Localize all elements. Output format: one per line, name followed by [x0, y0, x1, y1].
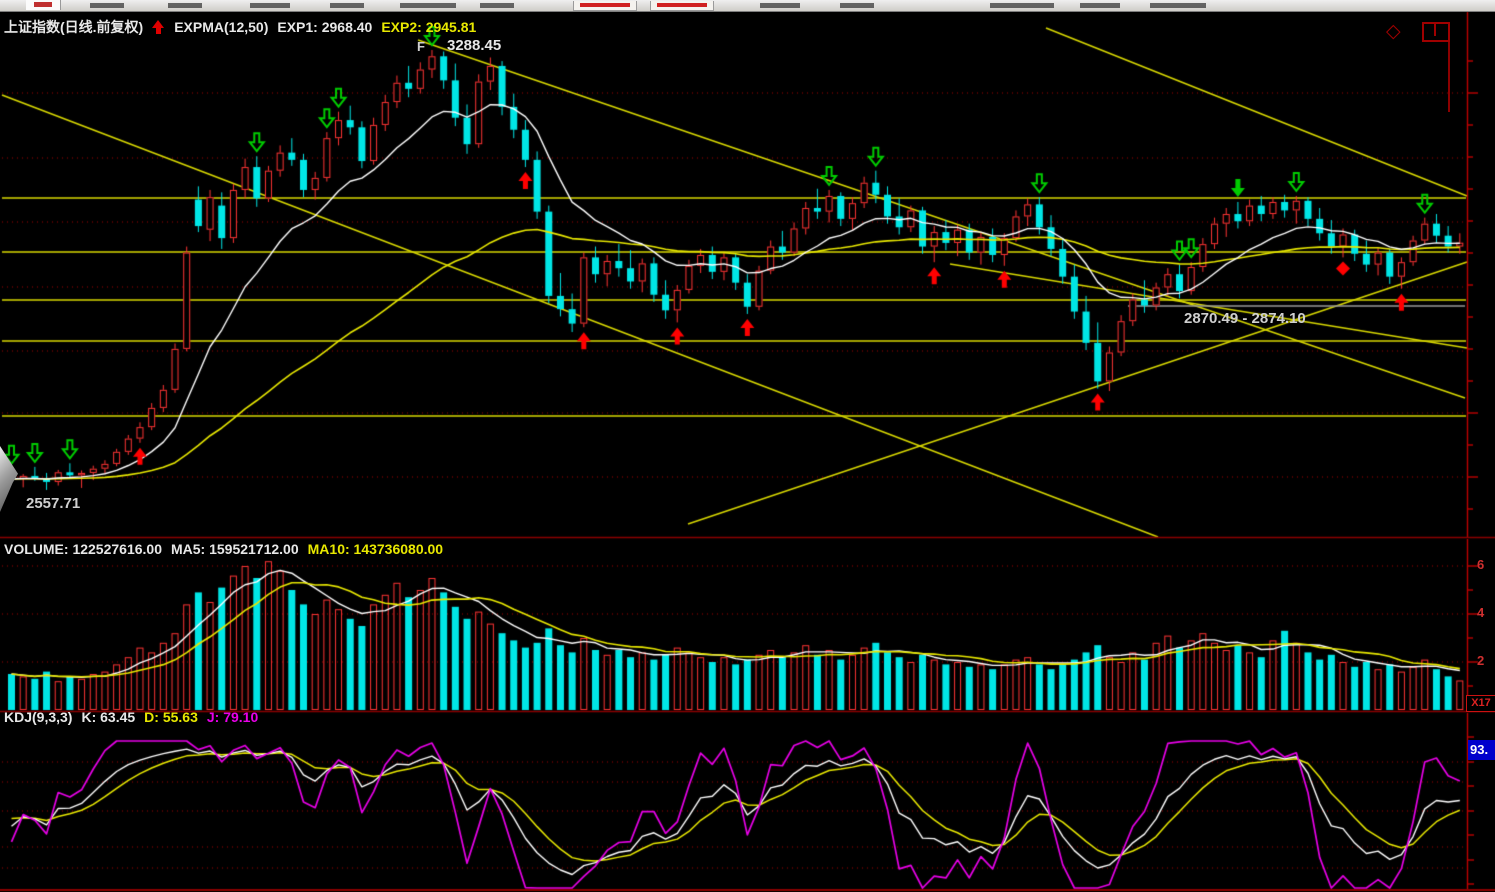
vol-axis-label-6: 6 [1477, 557, 1485, 572]
menubar-buy-button[interactable] [573, 1, 637, 11]
menubar-item[interactable] [250, 3, 290, 8]
menubar-item[interactable] [990, 3, 1054, 8]
peak-marker: F [417, 39, 425, 54]
kdj-k-value: K: 63.45 [81, 709, 136, 725]
volume-pane-title: VOLUME: 122527616.00 MA5: 159521712.00 M… [4, 541, 443, 557]
vol-axis-label-2: 2 [1477, 653, 1485, 668]
menubar-item[interactable] [168, 3, 202, 8]
kdj-pane-title: KDJ(9,3,3) K: 63.45 D: 55.63 J: 79.10 [4, 709, 258, 725]
menubar-item[interactable] [1080, 3, 1120, 8]
diamond-icon[interactable]: ◇ [1386, 21, 1401, 42]
menubar-item[interactable] [840, 3, 874, 8]
peak-price-label: 3288.45 [447, 37, 502, 54]
split-window-icon[interactable] [1422, 22, 1450, 42]
menubar-item[interactable] [1150, 3, 1206, 8]
exp2-value: EXP2: 2945.81 [381, 19, 477, 35]
exp1-value: EXP1: 2968.40 [277, 19, 373, 35]
up-arrow-icon [152, 20, 165, 34]
menubar-sell-button[interactable] [650, 1, 714, 11]
volume-ma5-value: MA5: 159521712.00 [170, 541, 299, 557]
menubar-item[interactable] [400, 3, 456, 8]
symbol-title: 上证指数(日线.前复权) [4, 19, 144, 35]
indicator-title[interactable]: EXPMA(12,50) [174, 19, 269, 35]
indicator-tag-x17: X17 [1466, 695, 1495, 712]
menubar-item[interactable] [480, 3, 514, 8]
kdj-axis-badge: 93. [1468, 740, 1495, 760]
menubar-item[interactable] [760, 3, 800, 8]
kdj-j-value: J: 79.10 [206, 709, 259, 725]
main-pane-title: 上证指数(日线.前复权) EXPMA(12,50) EXP1: 2968.40 … [4, 17, 476, 37]
vol-axis-label-4: 4 [1477, 605, 1485, 620]
app-logo-icon[interactable] [26, 0, 61, 10]
menubar-item[interactable] [330, 3, 364, 8]
volume-value[interactable]: VOLUME: 122527616.00 [4, 541, 162, 557]
volume-ma10-value: MA10: 143736080.00 [307, 541, 444, 557]
menubar-item[interactable] [90, 3, 124, 8]
range-price-label: 2870.49 - 2874.10 [1184, 310, 1306, 327]
axis-corner-line [1448, 36, 1450, 112]
kdj-d-value: D: 55.63 [144, 709, 198, 725]
kdj-title[interactable]: KDJ(9,3,3) [4, 709, 73, 725]
low-price-label: 2557.71 [26, 495, 81, 512]
menubar [0, 0, 1495, 12]
